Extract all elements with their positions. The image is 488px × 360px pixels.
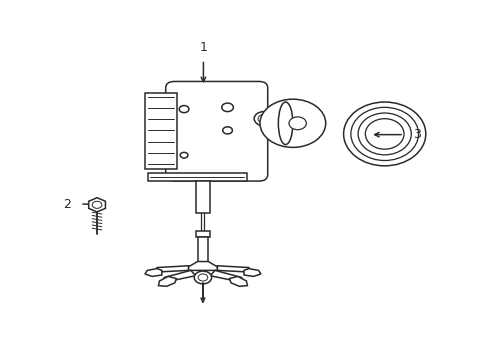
Circle shape xyxy=(222,103,233,112)
Circle shape xyxy=(260,99,325,147)
FancyBboxPatch shape xyxy=(165,81,267,181)
Polygon shape xyxy=(217,266,251,272)
Text: 3: 3 xyxy=(412,128,420,141)
Circle shape xyxy=(180,152,187,158)
Circle shape xyxy=(258,114,269,123)
Circle shape xyxy=(223,127,232,134)
Circle shape xyxy=(288,117,306,130)
Polygon shape xyxy=(188,261,217,270)
Circle shape xyxy=(254,112,273,126)
Bar xyxy=(147,173,246,181)
Bar xyxy=(145,93,177,169)
Circle shape xyxy=(198,274,207,281)
Polygon shape xyxy=(158,276,176,286)
Polygon shape xyxy=(144,269,162,276)
Polygon shape xyxy=(154,266,188,272)
Circle shape xyxy=(179,105,188,113)
Circle shape xyxy=(194,271,211,284)
Polygon shape xyxy=(210,270,244,283)
Polygon shape xyxy=(88,198,105,212)
Polygon shape xyxy=(244,269,261,276)
Circle shape xyxy=(92,201,102,208)
Text: 1: 1 xyxy=(199,41,207,54)
Bar xyxy=(195,181,210,213)
Polygon shape xyxy=(229,276,247,286)
Polygon shape xyxy=(162,270,195,283)
Bar xyxy=(195,231,210,238)
Ellipse shape xyxy=(278,102,292,145)
Bar xyxy=(197,238,208,261)
Text: 2: 2 xyxy=(63,198,71,211)
